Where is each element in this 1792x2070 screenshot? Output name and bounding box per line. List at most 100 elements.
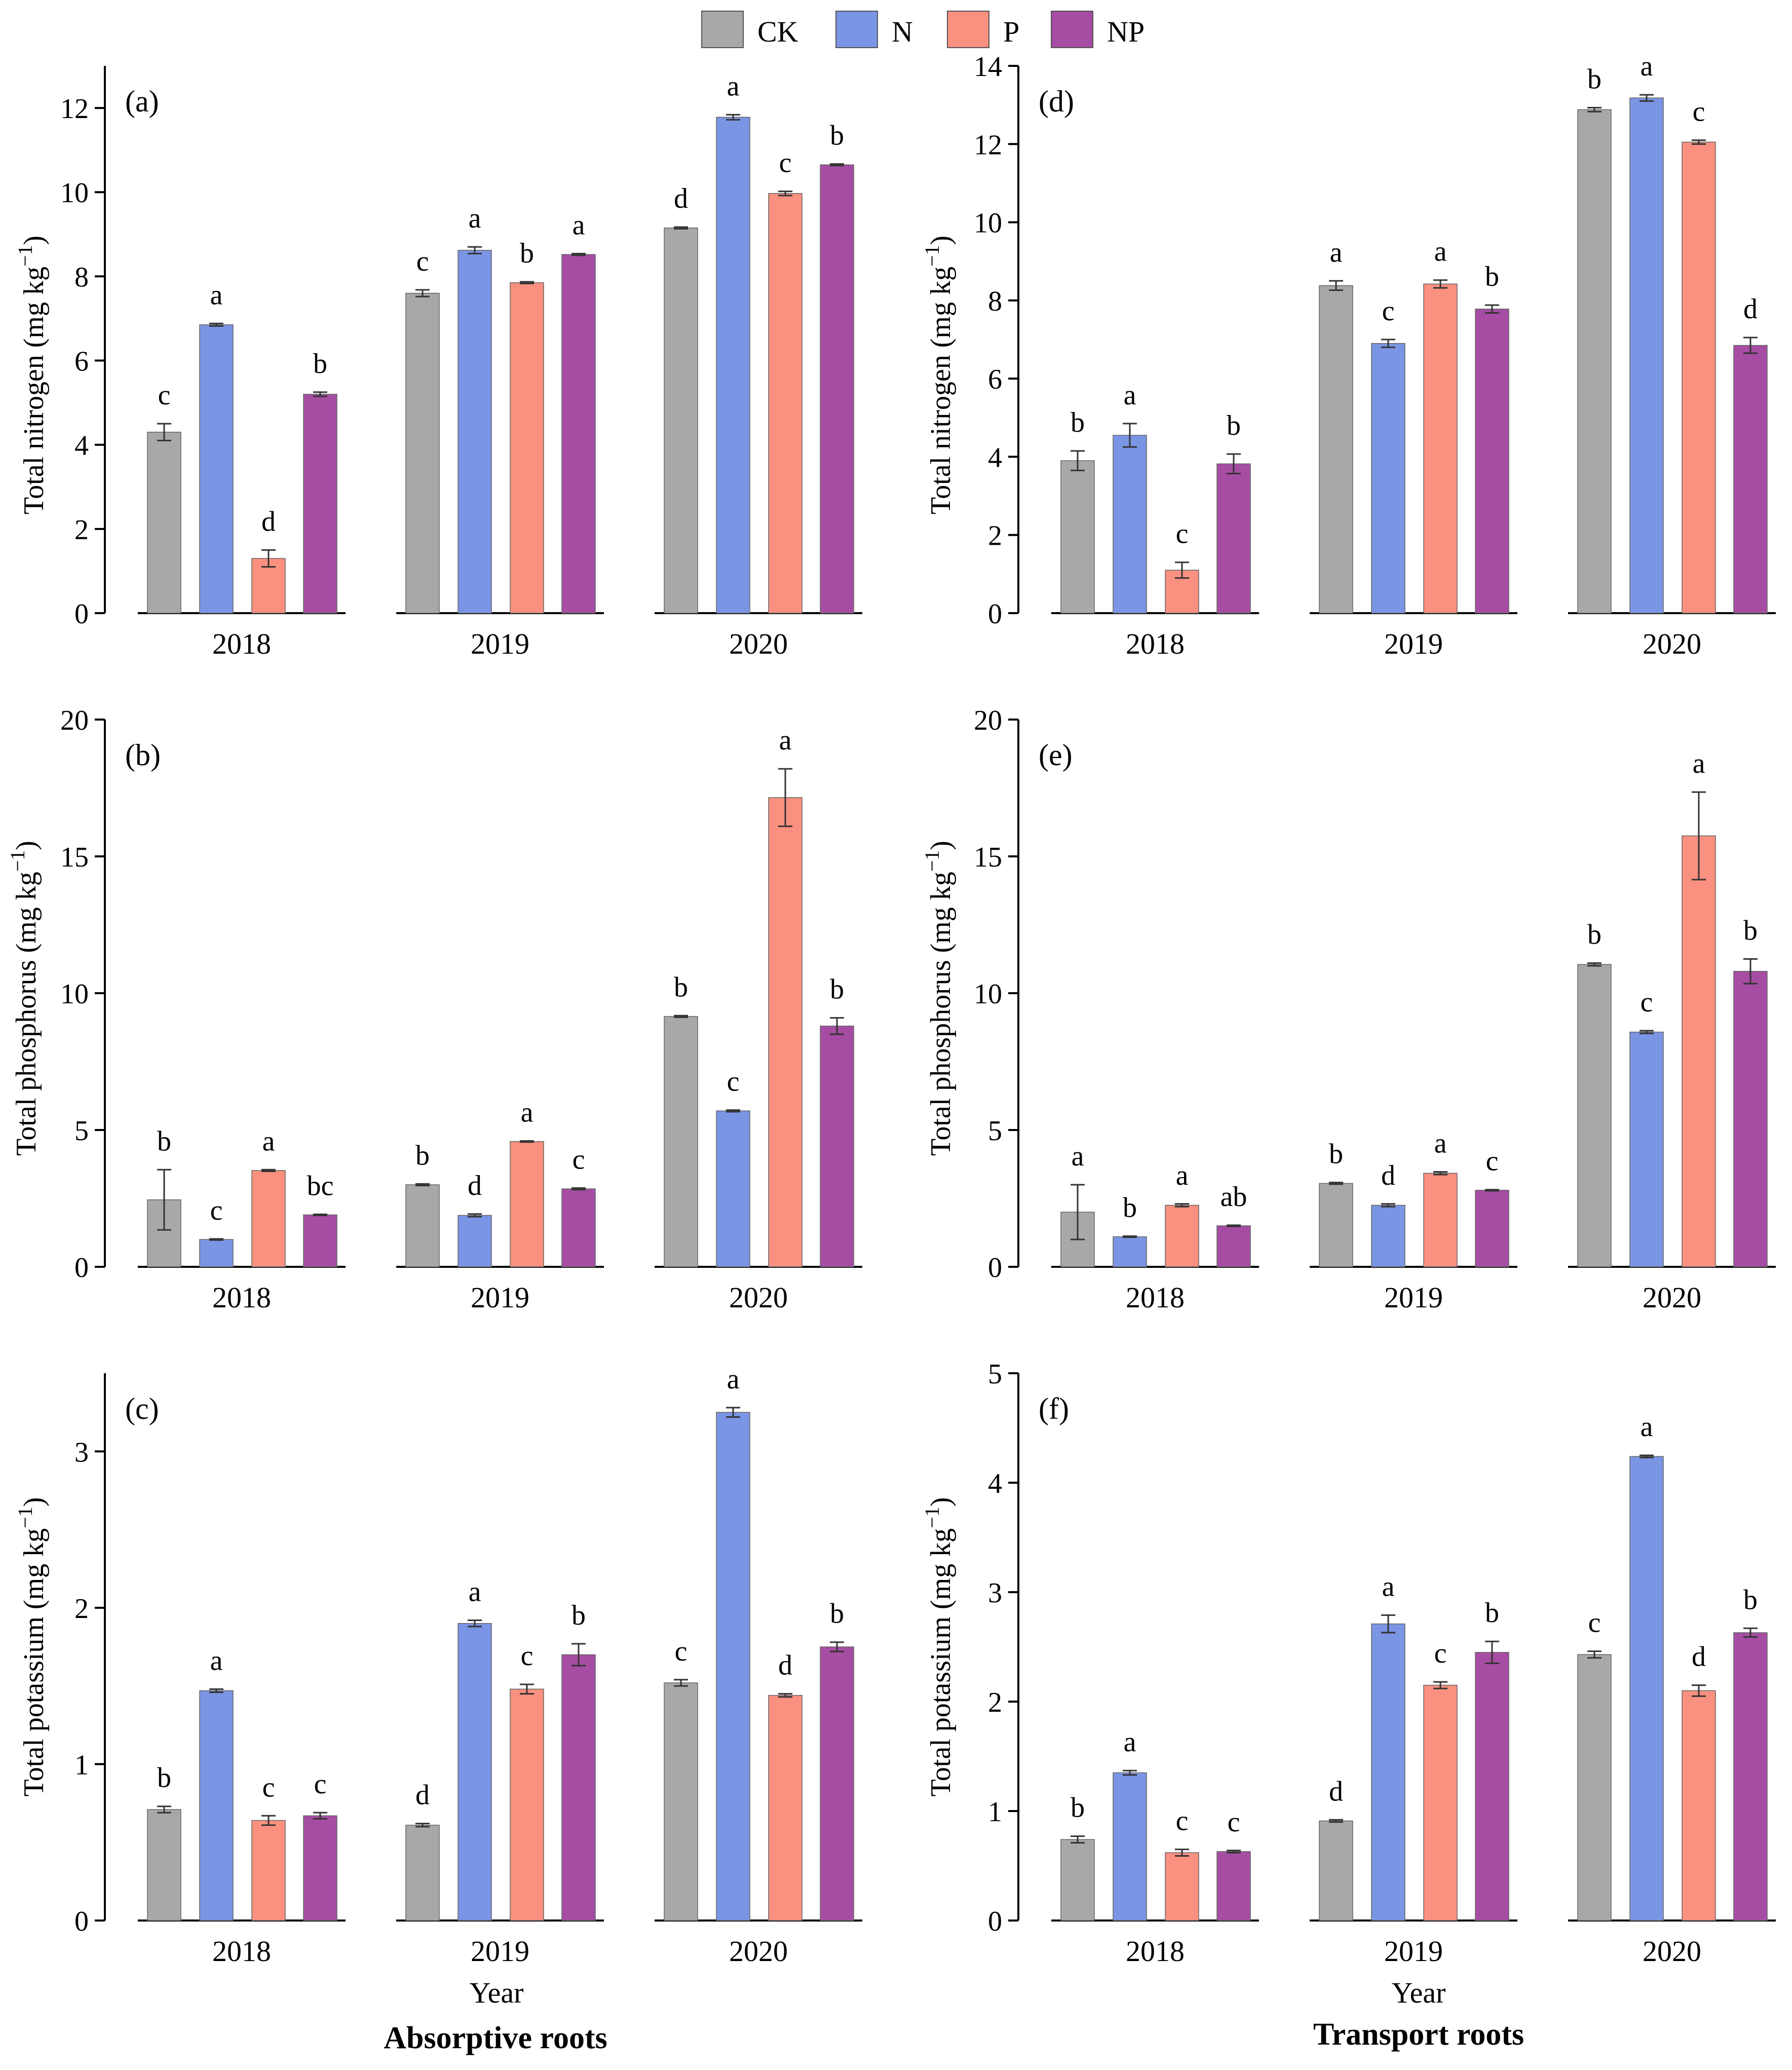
panel-c-bar-ck-2019 <box>405 1825 440 1921</box>
panel-a-letter-ck-2018: c <box>158 380 171 411</box>
panel-e-letter-n-2020: c <box>1641 987 1653 1018</box>
panel-f-letter-n-2018: a <box>1124 1726 1136 1758</box>
panel-a-letter-np-2020: b <box>830 120 844 152</box>
panel-f-category-2018: 2018 <box>1126 1935 1185 1968</box>
panel-c-category-2018: 2018 <box>212 1935 271 1968</box>
panel-d-label: (d) <box>1039 85 1074 118</box>
panel-d-y-axis-title-sup: −1 <box>921 245 943 267</box>
panel-a-ytick-label: 10 <box>60 177 89 209</box>
panel-f-letter-ck-2020: c <box>1588 1607 1601 1639</box>
panel-f-letter-p-2018: c <box>1176 1805 1189 1837</box>
panel-f-letter-np-2018: c <box>1228 1806 1240 1838</box>
panel-e-letter-p-2019: a <box>1434 1128 1447 1159</box>
panel-d-letter-ck-2019: a <box>1330 237 1343 268</box>
panel-a-y-axis-title-sup: −1 <box>14 245 36 267</box>
panel-a-ytick-label: 6 <box>74 346 89 378</box>
panel-d-bar-p-2019 <box>1423 283 1458 614</box>
panel-b-letter-p-2019: a <box>521 1097 533 1128</box>
panel-c-bar-np-2019 <box>561 1654 596 1921</box>
panel-f-label: (f) <box>1039 1392 1069 1425</box>
panel-c-y-axis-title-main: Total potassium (mg kg <box>18 1528 50 1797</box>
panel-e-bar-np-2019 <box>1475 1190 1509 1267</box>
legend-swatch-n <box>835 11 878 48</box>
panel-f-bar-p-2018 <box>1165 1852 1199 1921</box>
panel-f-y-axis-title-main: Total potassium (mg kg <box>925 1528 957 1797</box>
panel-e-bar-n-2019 <box>1371 1205 1405 1267</box>
panel-f-ytick-label: 4 <box>988 1468 1002 1499</box>
panel-f-letter-np-2020: b <box>1743 1584 1758 1615</box>
panel-c-letter-ck-2018: b <box>157 1762 171 1794</box>
panel-d-ytick-label: 8 <box>988 286 1002 317</box>
panel-d-bar-np-2020 <box>1733 345 1768 614</box>
panel-a-bar-ck-2018 <box>147 432 181 614</box>
panel-e-bar-p-2018 <box>1165 1205 1199 1267</box>
legend-swatch-ck <box>701 11 744 48</box>
panel-b-ytick-label: 20 <box>60 705 89 736</box>
panel-d-ytick-label: 14 <box>974 51 1002 83</box>
panel-e-bar-np-2018 <box>1216 1225 1251 1267</box>
panel-c-bar-ck-2020 <box>664 1682 698 1921</box>
panel-b-letter-n-2019: d <box>468 1170 482 1201</box>
panel-c-ytick-label: 3 <box>74 1437 89 1468</box>
legend: CK N P NP <box>701 11 1145 48</box>
panel-c-letter-ck-2020: c <box>675 1636 688 1667</box>
panel-b-bar-p-2019 <box>510 1141 544 1267</box>
panel-f-bar-p-2019 <box>1423 1684 1458 1921</box>
panel-c-ytick-label: 0 <box>74 1906 89 1937</box>
panel-e-letter-np-2020: b <box>1743 915 1758 947</box>
panel-a-letter-p-2018: d <box>261 506 276 537</box>
panel-e-ytick-label: 20 <box>974 705 1002 736</box>
panel-b-category-2018: 2018 <box>212 1281 271 1314</box>
panel-b-bar-n-2019 <box>457 1215 492 1267</box>
panel-e-y-axis-title-main: Total phosphorus (mg kg <box>925 872 957 1156</box>
panel-e-category-2018: 2018 <box>1126 1281 1185 1314</box>
panel-f-bar-ck-2019 <box>1319 1820 1353 1921</box>
panel-c-letter-ck-2019: d <box>415 1780 430 1811</box>
panel-f-ytick-label: 3 <box>988 1577 1002 1609</box>
panel-d-category-2020: 2020 <box>1643 627 1701 660</box>
panel-f-bar-n-2019 <box>1371 1623 1405 1921</box>
panel-c-bar-np-2018 <box>303 1815 337 1921</box>
panel-f-bar-np-2018 <box>1216 1851 1251 1921</box>
panel-a-bar-n-2020 <box>716 117 750 614</box>
panel-b-letter-p-2020: a <box>779 725 792 756</box>
panel-d-bar-n-2018 <box>1113 435 1147 614</box>
panel-b-ytick-label: 10 <box>60 978 89 1010</box>
panel-a-category-2018: 2018 <box>212 627 271 660</box>
panel-a-ytick-label: 8 <box>74 261 89 293</box>
panel-e-letter-n-2018: b <box>1123 1192 1137 1224</box>
panel-a-letter-n-2020: a <box>727 70 740 102</box>
panel-d-y-axis-title: Total nitrogen (mg kg−1) <box>921 236 957 514</box>
panel-a-letter-p-2019: b <box>520 238 534 269</box>
panel-e-bar-ck-2019 <box>1319 1183 1353 1267</box>
panel-f-ytick-label: 2 <box>988 1687 1002 1718</box>
panel-b-y-axis-title: Total phosphorus (mg kg−1) <box>6 841 42 1156</box>
panel-e-letter-np-2019: c <box>1486 1146 1499 1177</box>
panel-c-letter-p-2020: d <box>778 1650 792 1681</box>
panel-d-letter-p-2018: c <box>1176 518 1189 550</box>
panel-d-ytick-label: 6 <box>988 364 1002 395</box>
legend-swatch-p <box>947 11 989 48</box>
panel-b-bar-ck-2019 <box>405 1184 440 1267</box>
panel-b-bar-np-2019 <box>561 1188 596 1267</box>
panel-c-bar-n-2018 <box>199 1690 234 1921</box>
panel-a-ytick-label: 4 <box>74 430 89 462</box>
panel-c-y-axis-title-close: ) <box>18 1497 50 1507</box>
panel-a-bar-np-2018 <box>303 394 337 614</box>
panel-d-bar-ck-2020 <box>1577 109 1612 614</box>
panel-e-letter-p-2018: a <box>1176 1160 1189 1191</box>
panel-e-y-axis-title-sup: −1 <box>921 850 943 872</box>
panel-b-category-2020: 2020 <box>729 1281 788 1314</box>
panel-f-letter-p-2020: d <box>1692 1641 1706 1673</box>
panel-c-bar-p-2018 <box>251 1820 286 1921</box>
x-axis-title-left: Year <box>470 1976 524 2009</box>
panel-c-bar-ck-2018 <box>147 1809 181 1921</box>
panel-f-y-axis-title: Total potassium (mg kg−1) <box>921 1497 957 1797</box>
x-axis-title-right: Year <box>1392 1976 1446 2009</box>
panel-d-ytick-label: 0 <box>988 598 1002 630</box>
panel-a-letter-np-2019: a <box>573 210 585 241</box>
panel-f-bar-np-2019 <box>1475 1652 1509 1921</box>
panel-d-y-axis-title-main: Total nitrogen (mg kg <box>925 267 957 514</box>
panel-b-y-axis-title-close: ) <box>11 841 42 850</box>
panel-f-ytick-label: 0 <box>988 1906 1002 1937</box>
